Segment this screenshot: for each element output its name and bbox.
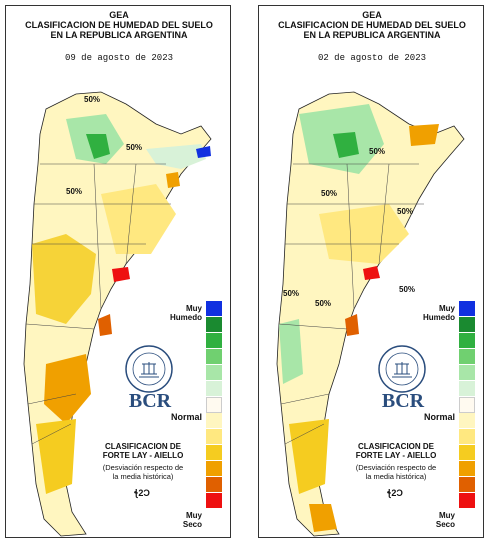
classification-title: CLASIFICACION DE FORTE LAY - AIELLO xyxy=(355,442,437,460)
legend-swatch xyxy=(206,397,222,413)
zone-red-hotspot xyxy=(112,267,130,282)
legend-swatch xyxy=(206,317,222,333)
zone-northeast-blue xyxy=(196,146,211,158)
legend-mid-label: Normal xyxy=(171,412,203,422)
legend-swatch xyxy=(206,413,222,429)
legend-swatch xyxy=(459,317,475,333)
header-org: GEA xyxy=(362,10,382,20)
isoline-label: 50% xyxy=(283,289,299,298)
legend-swatch xyxy=(206,493,222,509)
legend-top-label: Muy Humedo xyxy=(423,304,455,322)
map-header: GEA CLASIFICACION DE HUMEDAD DEL SUELO E… xyxy=(6,10,230,40)
legend-swatch xyxy=(206,477,222,493)
zone-moderate-center xyxy=(101,184,176,254)
isoline-label: 50% xyxy=(369,147,385,156)
zone-red-south xyxy=(98,314,112,336)
isoline-label: 50% xyxy=(321,189,337,198)
province-lines xyxy=(25,163,171,445)
soil-moisture-map: 50% 50% 50% 50% 50% 50% xyxy=(276,91,465,537)
legend-swatch xyxy=(459,333,475,349)
map-panel-aug-09: GEA CLASIFICACION DE HUMEDAD DEL SUELO E… xyxy=(5,5,231,538)
isoline-label: 50% xyxy=(66,187,82,196)
legend-bottom-label: Muy Seco xyxy=(435,511,455,529)
bcr-seal-logo xyxy=(125,345,173,393)
zone-verywet-north xyxy=(333,132,359,158)
legend-swatch xyxy=(206,429,222,445)
isoline-label: 50% xyxy=(397,207,413,216)
legend-swatch xyxy=(459,413,475,429)
legend-swatch xyxy=(206,461,222,477)
legend-scale xyxy=(459,301,475,509)
zone-red-south xyxy=(345,314,359,336)
isoline-label: 50% xyxy=(399,285,415,294)
legend-swatch xyxy=(459,349,475,365)
legend-swatch xyxy=(459,477,475,493)
classification-note: (Desviación respecto de la media históric… xyxy=(102,463,184,481)
header-org: GEA xyxy=(109,10,129,20)
legend-swatch xyxy=(459,301,475,317)
map-date: 02 de agosto de 2023 xyxy=(317,53,427,63)
bcr-seal-logo xyxy=(378,345,426,393)
zone-northeast xyxy=(146,144,206,169)
legend-swatch xyxy=(206,365,222,381)
legend-top-label: Muy Humedo xyxy=(170,304,202,322)
zone-moderate-center xyxy=(319,204,409,264)
header-title-line2: EN LA REPUBLICA ARGENTINA xyxy=(50,30,188,40)
legend-swatch xyxy=(206,301,222,317)
zone-patagonia-orange xyxy=(44,354,91,424)
classification-title: CLASIFICACION DE FORTE LAY - AIELLO xyxy=(102,442,184,460)
zone-orange-spot xyxy=(166,172,180,188)
zone-dry-west xyxy=(32,234,96,324)
small-logo: ꞎ2Ɔ xyxy=(134,488,150,498)
zone-south-yellow xyxy=(36,419,76,494)
map-header: GEA CLASIFICACION DE HUMEDAD DEL SUELO E… xyxy=(259,10,483,40)
map-date: 09 de agosto de 2023 xyxy=(64,53,174,63)
zone-orange-east xyxy=(409,124,439,146)
header-title-line1: CLASIFICACION DE HUMEDAD DEL SUELO xyxy=(25,20,213,30)
bcr-brand: BCR xyxy=(381,390,425,412)
legend-mid-label: Normal xyxy=(424,412,456,422)
legend-swatch xyxy=(459,397,475,413)
legend-swatch xyxy=(206,349,222,365)
header-title-line1: CLASIFICACION DE HUMEDAD DEL SUELO xyxy=(278,20,466,30)
zone-south-yellow xyxy=(289,419,329,494)
isoline-label: 50% xyxy=(84,95,100,104)
zone-south-orange xyxy=(309,504,337,532)
legend-swatch xyxy=(206,445,222,461)
legend-swatch xyxy=(459,445,475,461)
legend-swatch xyxy=(206,333,222,349)
zone-verywet-north xyxy=(86,134,110,159)
isoline-label: 50% xyxy=(315,299,331,308)
legend-swatch xyxy=(459,461,475,477)
classification-note: (Desviación respecto de la media históric… xyxy=(355,463,437,481)
legend-swatch xyxy=(459,381,475,397)
province-lines xyxy=(278,163,424,445)
legend-bottom-label: Muy Seco xyxy=(182,511,202,529)
zone-red-hotspot xyxy=(363,266,380,280)
legend-swatch xyxy=(206,381,222,397)
small-logo: ꞎ2Ɔ xyxy=(387,488,403,498)
map-panel-aug-02: GEA CLASIFICACION DE HUMEDAD DEL SUELO E… xyxy=(258,5,484,538)
legend-swatch xyxy=(459,429,475,445)
header-title-line2: EN LA REPUBLICA ARGENTINA xyxy=(303,30,441,40)
legend-swatch xyxy=(459,493,475,509)
bcr-brand: BCR xyxy=(128,390,172,412)
zone-green-west xyxy=(279,319,303,384)
legend-swatch xyxy=(459,365,475,381)
legend-scale xyxy=(206,301,222,509)
soil-moisture-map: 50% 50% 50% xyxy=(23,91,212,537)
isoline-label: 50% xyxy=(126,143,142,152)
